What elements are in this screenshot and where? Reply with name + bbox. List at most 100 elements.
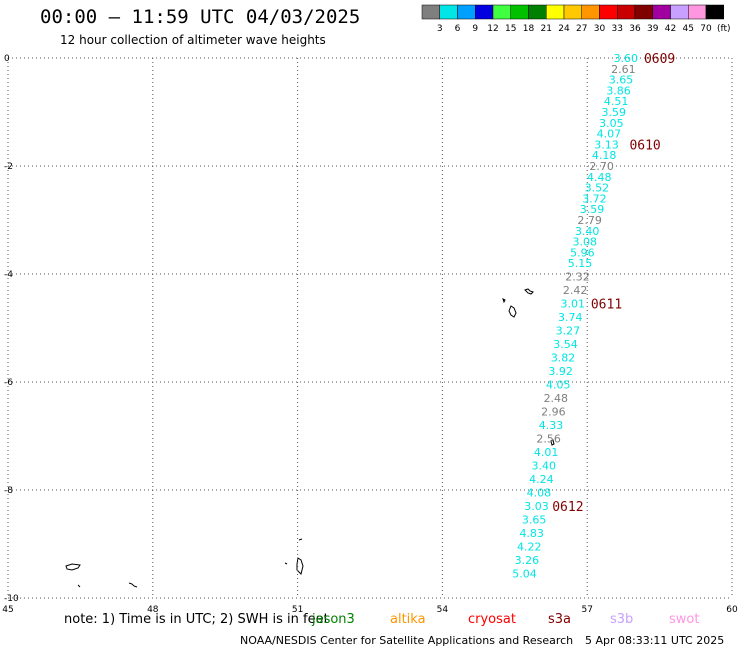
island-outline <box>508 305 517 318</box>
y-tick-label: -8 <box>4 486 13 496</box>
colorbar-swatch <box>705 4 724 20</box>
island-outline <box>550 439 555 446</box>
y-tick-label: -10 <box>4 594 19 604</box>
wave-height-label: 3.13 <box>594 138 619 151</box>
wave-height-label: 4.24 <box>529 473 554 486</box>
wave-height-label: 3.86 <box>606 84 631 97</box>
island-outline <box>296 557 304 575</box>
island-outline <box>128 582 138 588</box>
colorbar-tick-label: 6 <box>455 24 461 34</box>
wave-height-label: 3.05 <box>599 117 624 130</box>
y-tick-label: -4 <box>4 270 13 280</box>
wave-height-label: 3.74 <box>558 311 583 324</box>
colorbar-tick-label: 9 <box>472 24 478 34</box>
wave-height-label: 3.40 <box>575 225 600 238</box>
chart-subtitle: 12 hour collection of altimeter wave hei… <box>60 33 326 47</box>
wave-height-label: 2.42 <box>563 284 588 297</box>
satellite-legend-item: s3b <box>610 612 634 627</box>
wave-height-label: 4.48 <box>587 171 612 184</box>
wave-height-label: 3.65 <box>522 514 547 527</box>
colorbar: 3 6 9 12 15 18 21 24 27 30 33 36 39 42 45 70 (ft) <box>421 4 731 34</box>
satellite-legend-item: s3a <box>548 612 572 627</box>
wave-height-label: 2.61 <box>611 63 636 76</box>
wave-height-label: 3.60 <box>614 52 639 65</box>
wave-height-label: 2.96 <box>541 406 566 419</box>
colorbar-tick-label: 24 <box>558 24 570 34</box>
wave-height-label: 4.22 <box>517 541 542 554</box>
wave-height-label: 2.48 <box>544 392 569 405</box>
wave-height-label: 4.08 <box>527 487 552 500</box>
colorbar-tick-label: 36 <box>629 24 641 34</box>
satellite-legend-item: cryosat <box>468 612 516 627</box>
wave-height-label: 4.07 <box>597 128 622 141</box>
chart-title: 00:00 – 11:59 UTC 04/03/2025 <box>40 6 361 28</box>
island-outline <box>524 288 534 295</box>
wave-height-label: 3.08 <box>573 236 598 249</box>
colorbar-tick-label: 15 <box>505 24 516 34</box>
wave-height-label: 3.65 <box>609 74 634 87</box>
wave-height-label: 2.56 <box>536 433 561 446</box>
wave-height-label: 4.18 <box>592 149 617 162</box>
wave-height-label: 3.26 <box>515 554 540 567</box>
x-tick-label: 54 <box>437 605 449 615</box>
x-tick-label: 45 <box>2 605 13 615</box>
colorbar-tick-label: 42 <box>665 24 676 34</box>
wave-height-label: 4.01 <box>534 446 559 459</box>
island-outline <box>65 563 81 571</box>
colorbar-tick-label: 21 <box>541 24 552 34</box>
wave-height-label: 5.04 <box>512 568 537 581</box>
colorbar-tick-label: 27 <box>576 24 587 34</box>
wave-height-label: 3.52 <box>585 182 610 195</box>
colorbar-tick-label: 12 <box>487 24 498 34</box>
island-outline <box>77 584 81 588</box>
wave-height-label: 3.27 <box>556 325 581 338</box>
colorbar-tick-label: 3 <box>437 24 443 34</box>
wave-height-label: 3.03 <box>524 500 549 513</box>
footer-credit: NOAA/NESDIS Center for Satellite Applica… <box>240 634 574 647</box>
y-tick-label: -2 <box>4 162 13 172</box>
colorbar-tick-label: 70 <box>700 24 712 34</box>
island-outline <box>284 562 288 565</box>
time-label: 0609 <box>644 52 675 67</box>
wave-height-label: 3.59 <box>580 203 605 216</box>
wave-height-label: 3.92 <box>548 365 573 378</box>
wave-height-label: 3.59 <box>601 106 626 119</box>
wave-height-label: 4.33 <box>539 419 564 432</box>
y-tick-label: -6 <box>4 378 13 388</box>
coastlines <box>65 288 555 588</box>
colorbar-tick-label: 33 <box>612 24 623 34</box>
x-tick-label: 51 <box>292 605 303 615</box>
footer-note: note: 1) Time is in UTC; 2) SWH is in fe… <box>64 612 329 627</box>
colorbar-tick-label: 45 <box>683 24 694 34</box>
wave-height-label: 5.15 <box>568 257 593 270</box>
wave-height-label: 2.32 <box>565 271 590 284</box>
satellite-legend-item: altika <box>390 612 426 627</box>
wave-height-label: 3.54 <box>553 338 578 351</box>
wave-height-label: 2.79 <box>577 214 602 227</box>
colorbar-tick-label: 39 <box>647 24 659 34</box>
wave-height-label: 4.51 <box>604 95 629 108</box>
time-label: 0612 <box>552 500 583 515</box>
island-outline <box>298 538 303 541</box>
wave-height-label: 5.96 <box>570 246 595 259</box>
wave-height-label: 2.70 <box>589 160 614 173</box>
footer-timestamp: 5 Apr 08:33:11 UTC 2025 <box>585 634 725 647</box>
wave-height-label: 4.05 <box>546 379 571 392</box>
satellite-legend-item: swot <box>669 612 700 627</box>
time-label: 0610 <box>629 138 660 153</box>
x-tick-label: 48 <box>147 605 159 615</box>
colorbar-tick-label: 18 <box>523 24 535 34</box>
colorbar-tick-label: 30 <box>594 24 606 34</box>
wave-height-label: 3.82 <box>551 352 576 365</box>
island-outline <box>502 298 506 304</box>
wave-height-label: 3.01 <box>560 298 585 311</box>
wave-height-label: 4.83 <box>519 527 544 540</box>
wave-height-label: 3.72 <box>582 192 607 205</box>
satellite-legend-item: jason3 <box>312 612 355 627</box>
time-label: 0611 <box>591 298 622 313</box>
x-tick-label: 60 <box>726 605 738 615</box>
x-tick-label: 57 <box>581 605 592 615</box>
y-tick-label: 0 <box>4 54 10 64</box>
wave-height-label: 3.40 <box>532 460 557 473</box>
